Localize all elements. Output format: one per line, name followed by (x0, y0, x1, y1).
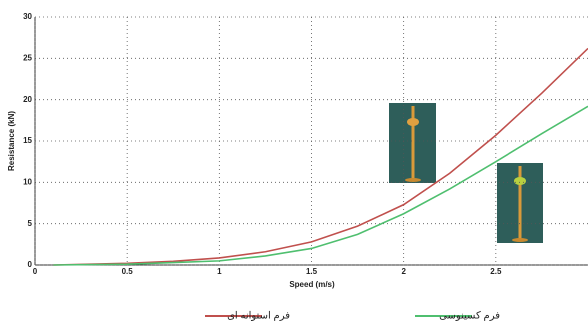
x-tick-label: 2.5 (490, 267, 502, 276)
y-axis-label: Resistance (kN) (7, 111, 16, 171)
y-tick-label: 25 (23, 53, 32, 62)
x-axis-label: Speed (m/s) (289, 280, 335, 289)
x-tick-label: 0 (33, 267, 38, 276)
legend-label: فرم کسینوسی (439, 311, 500, 321)
x-tick-label: 0.5 (122, 267, 134, 276)
y-tick-label: 10 (23, 177, 32, 186)
y-tick-label: 15 (23, 136, 32, 145)
y-tick-label: 20 (23, 95, 32, 104)
y-tick-label: 30 (23, 12, 32, 21)
x-tick-label: 2 (401, 267, 406, 276)
y-tick-label: 5 (28, 219, 33, 228)
inset-image (497, 163, 543, 243)
chart: Speed (m/s) Resistance (kN) 0 5 10 15 20 25 30… (0, 0, 588, 321)
inset-image (389, 103, 436, 183)
legend-label: فرم استوانه ای (227, 311, 290, 321)
x-tick-label: 1.5 (306, 267, 318, 276)
x-tick-label: 1 (217, 267, 222, 276)
